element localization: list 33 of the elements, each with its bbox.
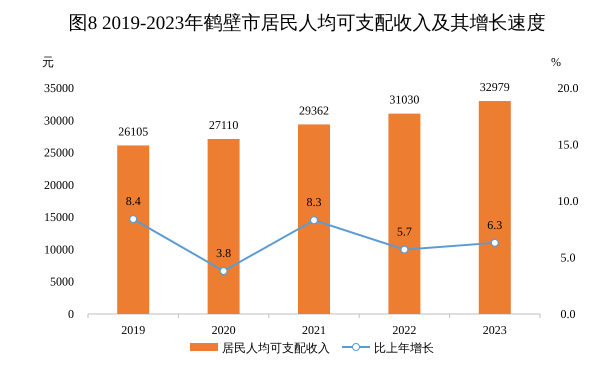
y2-tick-label: 15.0 [558, 138, 578, 152]
y-tick-label: 35000 [44, 81, 74, 95]
y-axis-title: 元 [42, 55, 54, 69]
data-label: 8.4 [126, 194, 141, 208]
title: 图8 2019-2023年鹤壁市居民人均可支配收入及其增长速度 [68, 13, 546, 34]
y-tick-label: 30000 [44, 113, 74, 128]
x-tick-label: 2021 [302, 323, 326, 337]
y-tick-label: 25000 [44, 146, 74, 160]
x-tick-label: 2020 [212, 323, 236, 337]
data-label: 32979 [480, 80, 510, 94]
data-label: 27110 [208, 118, 238, 132]
y-tick-label: 20000 [44, 178, 74, 192]
data-label: 31030 [389, 92, 420, 107]
data-label: 26105 [118, 124, 148, 138]
x-tick-label: 2022 [392, 323, 416, 337]
y2-axis-title: % [551, 55, 561, 69]
y2-tick-label: 10.0 [558, 194, 578, 208]
y-tick-label: 10000 [44, 242, 74, 256]
legend-label: 居民人均可支配收入 [222, 341, 330, 355]
y2-tick-label: 20.0 [558, 81, 578, 95]
y2-tick-label: 5.0 [560, 250, 576, 264]
legend-label: 比上年增长 [374, 341, 434, 355]
data-label: 29362 [299, 103, 329, 118]
y-tick-label: 0 [68, 307, 74, 321]
data-label: 3.8 [216, 246, 232, 260]
x-tick-label: 2023 [482, 323, 507, 337]
y2-tick-label: 0.0 [560, 307, 576, 321]
data-label: 8.3 [306, 195, 322, 210]
data-label: 6.3 [487, 218, 502, 232]
y-tick-label: 5000 [50, 274, 74, 289]
x-tick-label: 2019 [121, 323, 146, 337]
y-tick-label: 15000 [44, 210, 74, 224]
data-label: 5.7 [396, 224, 412, 239]
